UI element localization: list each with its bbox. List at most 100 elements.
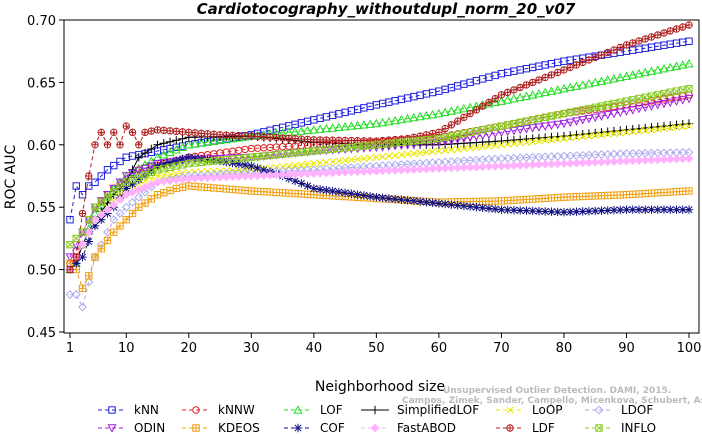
data-point-kdeos-67 <box>478 197 487 206</box>
data-point-knn-41 <box>316 114 324 123</box>
data-point-inflo-86 <box>597 102 606 110</box>
data-point-odin-68 <box>484 130 494 140</box>
data-point-loop-52 <box>385 152 393 160</box>
data-point-inflo-94 <box>647 92 656 100</box>
data-point-knn-2 <box>72 182 80 190</box>
x-tick-label-10: 10 <box>118 341 135 356</box>
legend-marker-knnw <box>192 406 200 414</box>
data-point-lof-82 <box>571 81 581 90</box>
data-point-fastabod-20 <box>184 174 194 183</box>
data-point-fastabod-55 <box>403 165 413 175</box>
data-point-kdeos-24 <box>210 184 218 192</box>
data-point-ldf-41 <box>316 136 324 144</box>
data-point-fastabod-51 <box>378 166 388 176</box>
data-point-cof-10 <box>122 184 131 193</box>
data-point-fastabod-83 <box>578 158 588 168</box>
data-point-inflo-77 <box>541 113 549 122</box>
data-point-fastabod-77 <box>540 159 550 169</box>
data-point-inflo-54 <box>397 138 406 147</box>
data-point-loop-38 <box>297 161 305 169</box>
data-point-loop-55 <box>404 150 412 158</box>
data-point-kdeos-76 <box>535 195 543 203</box>
data-point-lof-21 <box>190 139 200 148</box>
data-point-lof-71 <box>503 95 513 104</box>
data-point-simplifiedlof-16 <box>159 139 168 148</box>
data-point-fastabod-43 <box>328 168 338 178</box>
data-point-cof-4 <box>84 237 93 246</box>
data-point-inflo-87 <box>604 101 612 109</box>
data-point-fastabod-32 <box>259 171 269 180</box>
data-point-ldf-60 <box>435 128 443 136</box>
data-point-cof-52 <box>384 194 394 203</box>
data-point-inflo-53 <box>391 139 399 147</box>
data-point-lof-22 <box>196 138 206 147</box>
data-point-fastabod-80 <box>559 159 569 168</box>
data-point-inflo-59 <box>428 135 437 143</box>
data-point-cof-74 <box>522 206 531 215</box>
data-point-cof-84 <box>584 206 594 216</box>
data-point-loop-72 <box>510 139 518 148</box>
data-point-ldf-63 <box>453 117 462 125</box>
data-point-cof-68 <box>484 204 494 213</box>
data-point-cof-71 <box>503 205 512 215</box>
data-point-lof-52 <box>384 116 394 126</box>
data-point-fastabod-12 <box>134 185 144 195</box>
data-point-knn-66 <box>472 76 481 85</box>
data-point-fastabod-79 <box>553 159 563 169</box>
data-point-fastabod-70 <box>497 161 506 171</box>
data-point-inflo-55 <box>403 137 412 146</box>
data-point-cof-94 <box>647 205 656 214</box>
data-point-fastabod-37 <box>290 169 300 179</box>
data-point-odin-78 <box>546 121 556 131</box>
data-point-ldf-32 <box>260 133 268 141</box>
data-point-fastabod-66 <box>472 162 481 172</box>
data-point-cof-75 <box>528 206 537 216</box>
data-point-cof-54 <box>397 195 406 204</box>
data-point-ldof-10 <box>121 202 131 212</box>
data-point-loop-58 <box>422 148 430 156</box>
data-point-inflo-30 <box>247 153 256 161</box>
legend-label-ldof: LDOF <box>621 403 653 417</box>
data-point-cof-24 <box>209 156 219 165</box>
data-point-fastabod-61 <box>440 163 450 173</box>
legend-marker-lof <box>293 405 303 414</box>
data-point-inflo-42 <box>322 146 331 154</box>
data-point-loop-88 <box>610 130 618 138</box>
data-point-fastabod-34 <box>271 170 281 180</box>
data-point-loop-80 <box>560 135 568 143</box>
data-point-odin-88 <box>609 109 619 119</box>
data-point-cof-48 <box>359 191 369 200</box>
data-point-fastabod-5 <box>90 215 100 225</box>
data-point-odin-80 <box>559 119 569 129</box>
data-point-inflo-72 <box>510 119 518 128</box>
data-point-ldf-86 <box>597 51 606 59</box>
data-point-kdeos-13 <box>141 199 149 207</box>
data-point-kdeos-18 <box>172 184 180 193</box>
data-point-fastabod-40 <box>309 169 319 178</box>
data-point-cof-21 <box>190 153 200 163</box>
data-point-cof-49 <box>365 192 375 201</box>
data-point-odin-27 <box>228 154 238 163</box>
data-point-kdeos-79 <box>553 193 562 202</box>
data-point-lof-57 <box>415 111 425 121</box>
data-point-kdeos-14 <box>147 195 155 203</box>
data-point-lof-50 <box>371 118 381 128</box>
data-point-odin-100 <box>684 94 694 104</box>
data-point-fastabod-92 <box>634 156 644 165</box>
data-point-knn-4 <box>85 182 93 190</box>
data-point-ldf-28 <box>235 131 243 140</box>
data-point-lof-38 <box>296 126 306 135</box>
data-point-kdeos-78 <box>547 194 556 202</box>
data-point-kdeos-70 <box>497 197 506 205</box>
data-point-loop-45 <box>341 156 349 164</box>
data-point-odin-62 <box>446 136 456 146</box>
data-point-fastabod-4 <box>84 227 94 237</box>
data-point-inflo-90 <box>622 97 631 105</box>
data-point-odin-67 <box>478 131 488 141</box>
legend-marker-loop <box>506 406 514 414</box>
data-point-lof-98 <box>671 61 682 70</box>
data-point-ldf-22 <box>197 129 206 137</box>
data-point-kdeos-29 <box>241 186 249 195</box>
data-point-cof-93 <box>641 205 650 214</box>
data-point-inflo-6 <box>97 198 105 206</box>
